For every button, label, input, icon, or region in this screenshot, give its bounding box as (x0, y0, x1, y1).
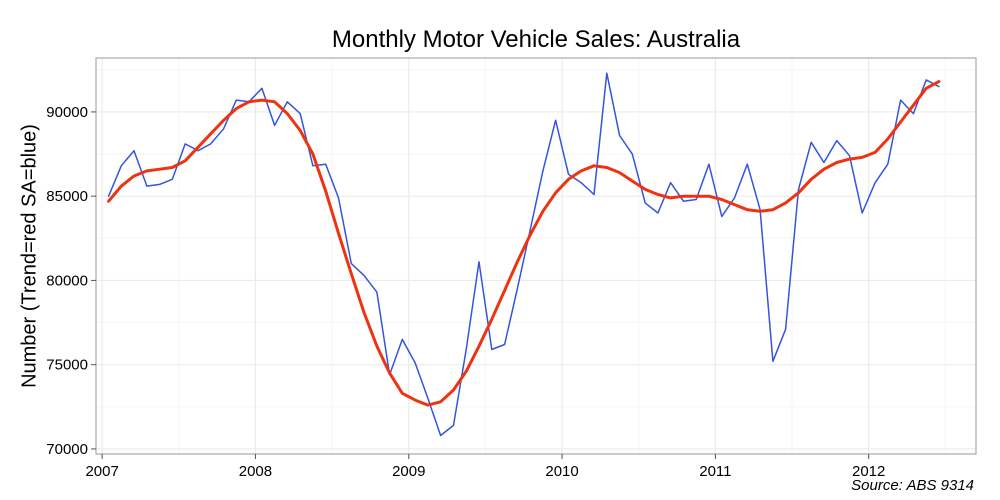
sa-series-line (107, 72, 940, 437)
x-tick-label: 2011 (699, 463, 731, 480)
plot-frame (95, 57, 977, 455)
x-tick-label: 2012 (852, 463, 885, 480)
y-tick-label: 75000 (46, 357, 88, 374)
y-tick-label: 80000 (46, 272, 88, 289)
trend-series-line (107, 80, 941, 407)
x-tick-label: 2007 (85, 463, 118, 480)
x-tick-label: 2008 (239, 463, 272, 480)
x-tick-label: 2009 (392, 463, 425, 480)
chart-title: Monthly Motor Vehicle Sales: Australia (331, 26, 741, 53)
y-tick-label: 70000 (46, 441, 88, 458)
y-tick-label: 90000 (46, 104, 88, 121)
y-tick-label: 85000 (46, 188, 88, 205)
x-tick-label: 2010 (545, 463, 578, 480)
source-note: Source: ABS 9314 (851, 477, 974, 494)
